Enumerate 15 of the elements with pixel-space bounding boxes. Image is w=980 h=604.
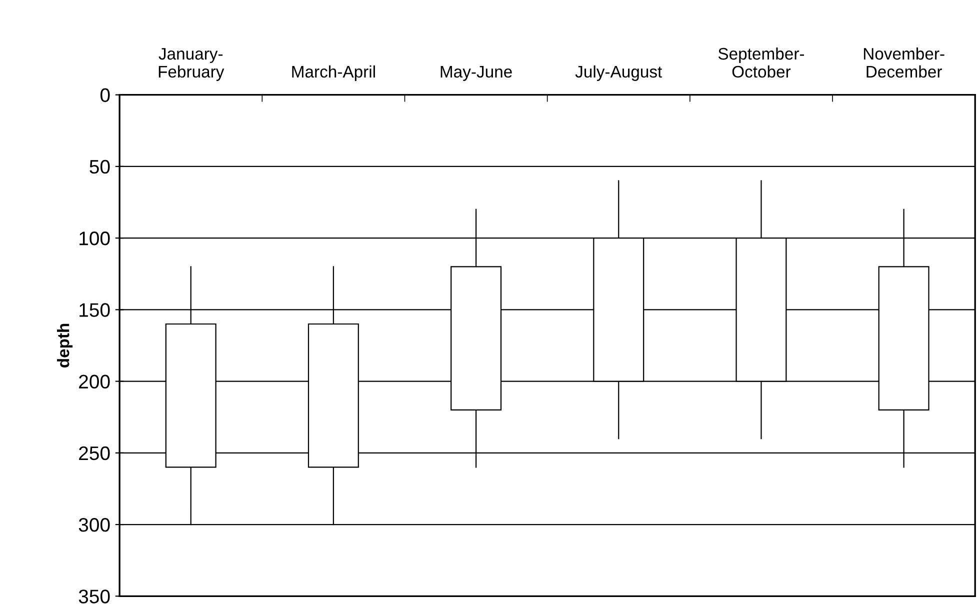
y-tick-label: 300 xyxy=(78,518,110,532)
x-tick-label: January- February xyxy=(158,48,224,81)
y-tick-label: 50 xyxy=(90,160,110,174)
x-tick-label: September- October xyxy=(718,47,804,78)
x-tick-label: March-April xyxy=(292,65,375,81)
y-tick-label: 200 xyxy=(79,374,110,389)
x-tick-label: July-August xyxy=(575,65,662,81)
y-tick-label: 100 xyxy=(80,232,110,246)
y-tick-label: 0 xyxy=(100,88,110,102)
y-tick-label: 350 xyxy=(78,590,110,604)
y-axis-title: depth xyxy=(57,324,73,368)
y-tick-label: 250 xyxy=(79,446,110,460)
x-tick-label: November- December xyxy=(864,47,944,78)
y-tick-label: 150 xyxy=(80,303,110,317)
x-tick-label: May-June xyxy=(440,66,512,81)
